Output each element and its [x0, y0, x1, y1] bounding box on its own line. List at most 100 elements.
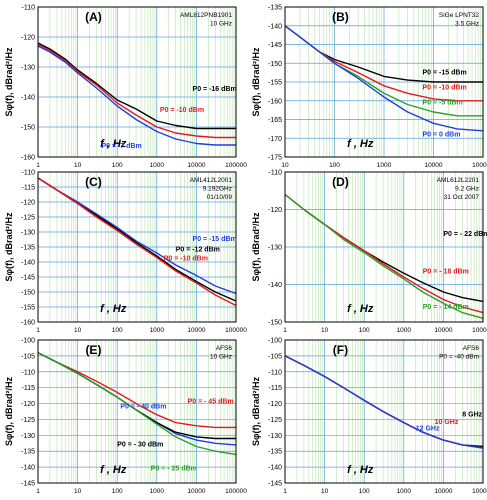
y-tick-label: -140: [21, 465, 35, 472]
plot-area: [38, 7, 236, 157]
series-line-2: [37, 177, 237, 307]
y-tick-label: -165: [268, 117, 282, 124]
panel-label: (E): [85, 343, 101, 357]
series-annotation: P0 = -12 dBm: [176, 247, 220, 254]
panel-label: (A): [85, 10, 102, 24]
info-text: AML812PNB1901: [180, 12, 232, 19]
y-tick-label: -135: [21, 245, 35, 252]
x-axis-label: f , Hz: [347, 138, 374, 150]
y-tick-label: -145: [268, 42, 282, 49]
panel-label: (F): [333, 343, 348, 357]
y-tick-label: -130: [21, 230, 35, 237]
series-annotation: P0 = -16 dBm: [193, 86, 237, 93]
x-tick-label: 1000: [150, 488, 165, 495]
y-tick-label: -125: [21, 417, 35, 424]
y-tick-label: -130: [268, 433, 282, 440]
y-tick-label: -140: [21, 95, 35, 102]
x-tick-label: 1000: [150, 327, 165, 334]
x-tick-labels: 1 10 100 1000 10000 100000: [36, 488, 247, 495]
info-text: AFS6: [216, 345, 233, 352]
x-tick-label: 100: [329, 162, 340, 169]
y-tick-label: -145: [21, 481, 35, 488]
info-text: 9.2 GHz: [455, 186, 479, 193]
x-tick-label: 10000: [187, 327, 205, 334]
series-annotation: P0 = -15 dBm: [423, 70, 467, 77]
x-tick-label: 1000: [397, 488, 412, 495]
x-axis-label: f , Hz: [100, 138, 127, 150]
y-tick-label: -110: [22, 369, 36, 376]
info-text: AFS6: [463, 345, 480, 352]
series-line-2: [284, 355, 484, 449]
info-text: SiGe LPNT32: [439, 12, 479, 19]
y-tick-label: -160: [268, 98, 282, 105]
x-tick-label: 10000: [187, 488, 205, 495]
x-tick-label: 100000: [225, 327, 247, 334]
y-tick-label: -150: [21, 290, 35, 297]
x-tick-label: 1: [36, 327, 40, 334]
y-tick-labels: -150 -140 -130 -120 -110: [268, 170, 282, 327]
x-tick-label: 10: [74, 162, 82, 169]
series-annotation: P0 = -15 dBm: [193, 236, 237, 243]
y-tick-labels: -175 -170 -165 -160 -155 -150 -145 -140 -135: [268, 5, 282, 162]
info-text: 10 GHz: [210, 354, 232, 361]
y-tick-label: -120: [21, 200, 35, 207]
y-tick-label: -130: [21, 65, 35, 72]
y-tick-label: -100: [268, 338, 282, 345]
series-annotation: P0 = -10 dBm: [164, 256, 208, 263]
y-axis-label: Sφ(f), dBrad²/Hz: [251, 377, 261, 446]
y-tick-label: -150: [21, 125, 35, 132]
y-tick-label: -145: [268, 481, 282, 488]
y-tick-label: -120: [21, 35, 35, 42]
y-tick-label: -115: [22, 185, 36, 192]
info-text: 31 Oct 2007: [444, 194, 480, 201]
panel-f: 1 10 100 1000 10000 100000 -145 -140 -135 -130 -12…: [251, 338, 487, 496]
y-axis-label: Sφ(f), dBrad²/Hz: [251, 212, 261, 281]
y-tick-label: -125: [268, 417, 282, 424]
y-axis-label: Sφ(f), dBrad²/Hz: [4, 212, 14, 281]
x-tick-label: 1000: [150, 162, 165, 169]
x-tick-label: 100000: [472, 162, 487, 169]
y-tick-label: -135: [268, 5, 282, 12]
y-tick-labels: -160 -150 -140 -130 -120 -110: [21, 5, 35, 162]
y-tick-label: -120: [268, 401, 282, 408]
y-tick-label: -140: [21, 260, 35, 267]
y-tick-label: -160: [21, 155, 35, 162]
x-tick-label: 100: [112, 162, 123, 169]
info-text: 10 GHz: [210, 21, 232, 28]
plot-frame: [284, 171, 484, 323]
series-annotation: P0 = - 45 dBm: [188, 399, 234, 406]
y-axis-label: Sφ(f), dBrad²/Hz: [4, 47, 14, 116]
panel-b: 10 100 1000 10000 100000 -175 -170 -165 -160 -155…: [251, 5, 487, 170]
info-text: AML612L2201: [437, 177, 480, 184]
y-tick-label: -130: [268, 245, 282, 252]
x-tick-labels: 1 10 100 1000 10000 100000: [283, 488, 487, 495]
x-tick-label: 1000: [397, 327, 412, 334]
y-tick-label: -110: [269, 369, 283, 376]
y-tick-label: -130: [21, 433, 35, 440]
x-tick-labels: 1 10 100 1000 10000 100000: [36, 327, 247, 334]
y-tick-label: -160: [21, 320, 35, 327]
panel-c: 1 10 100 1000 10000 100000 -160 -155 -150 -145 -14…: [4, 170, 247, 335]
series-annotation: P0 = - 22 dBm: [443, 231, 487, 238]
plot-frame: [284, 6, 484, 158]
y-tick-label: -150: [268, 320, 282, 327]
x-tick-label: 1: [36, 162, 40, 169]
panel-label: (B): [332, 10, 349, 24]
series-annotation: P0 = - 40 dBm: [120, 403, 166, 410]
y-tick-label: -135: [21, 449, 35, 456]
x-tick-labels: 10 100 1000 10000 100000: [281, 162, 487, 169]
plot-frame: [284, 339, 484, 484]
x-tick-label: 100: [112, 488, 123, 495]
y-tick-label: -110: [22, 5, 36, 12]
series-line-2: [37, 45, 236, 146]
x-tick-label: 100: [359, 327, 370, 334]
y-tick-label: -110: [269, 170, 283, 177]
y-tick-label: -150: [268, 61, 282, 68]
panel-d: 1 10 100 1000 10000 100000 -150 -140 -130 -120 -11…: [251, 170, 487, 335]
y-tick-label: -155: [21, 305, 35, 312]
x-tick-label: 1000: [377, 162, 392, 169]
y-tick-label: -115: [269, 385, 283, 392]
series-line-2: [284, 193, 484, 319]
series-line-0: [37, 42, 236, 130]
y-axis-label: Sφ(f), dBrad²/Hz: [4, 377, 14, 446]
